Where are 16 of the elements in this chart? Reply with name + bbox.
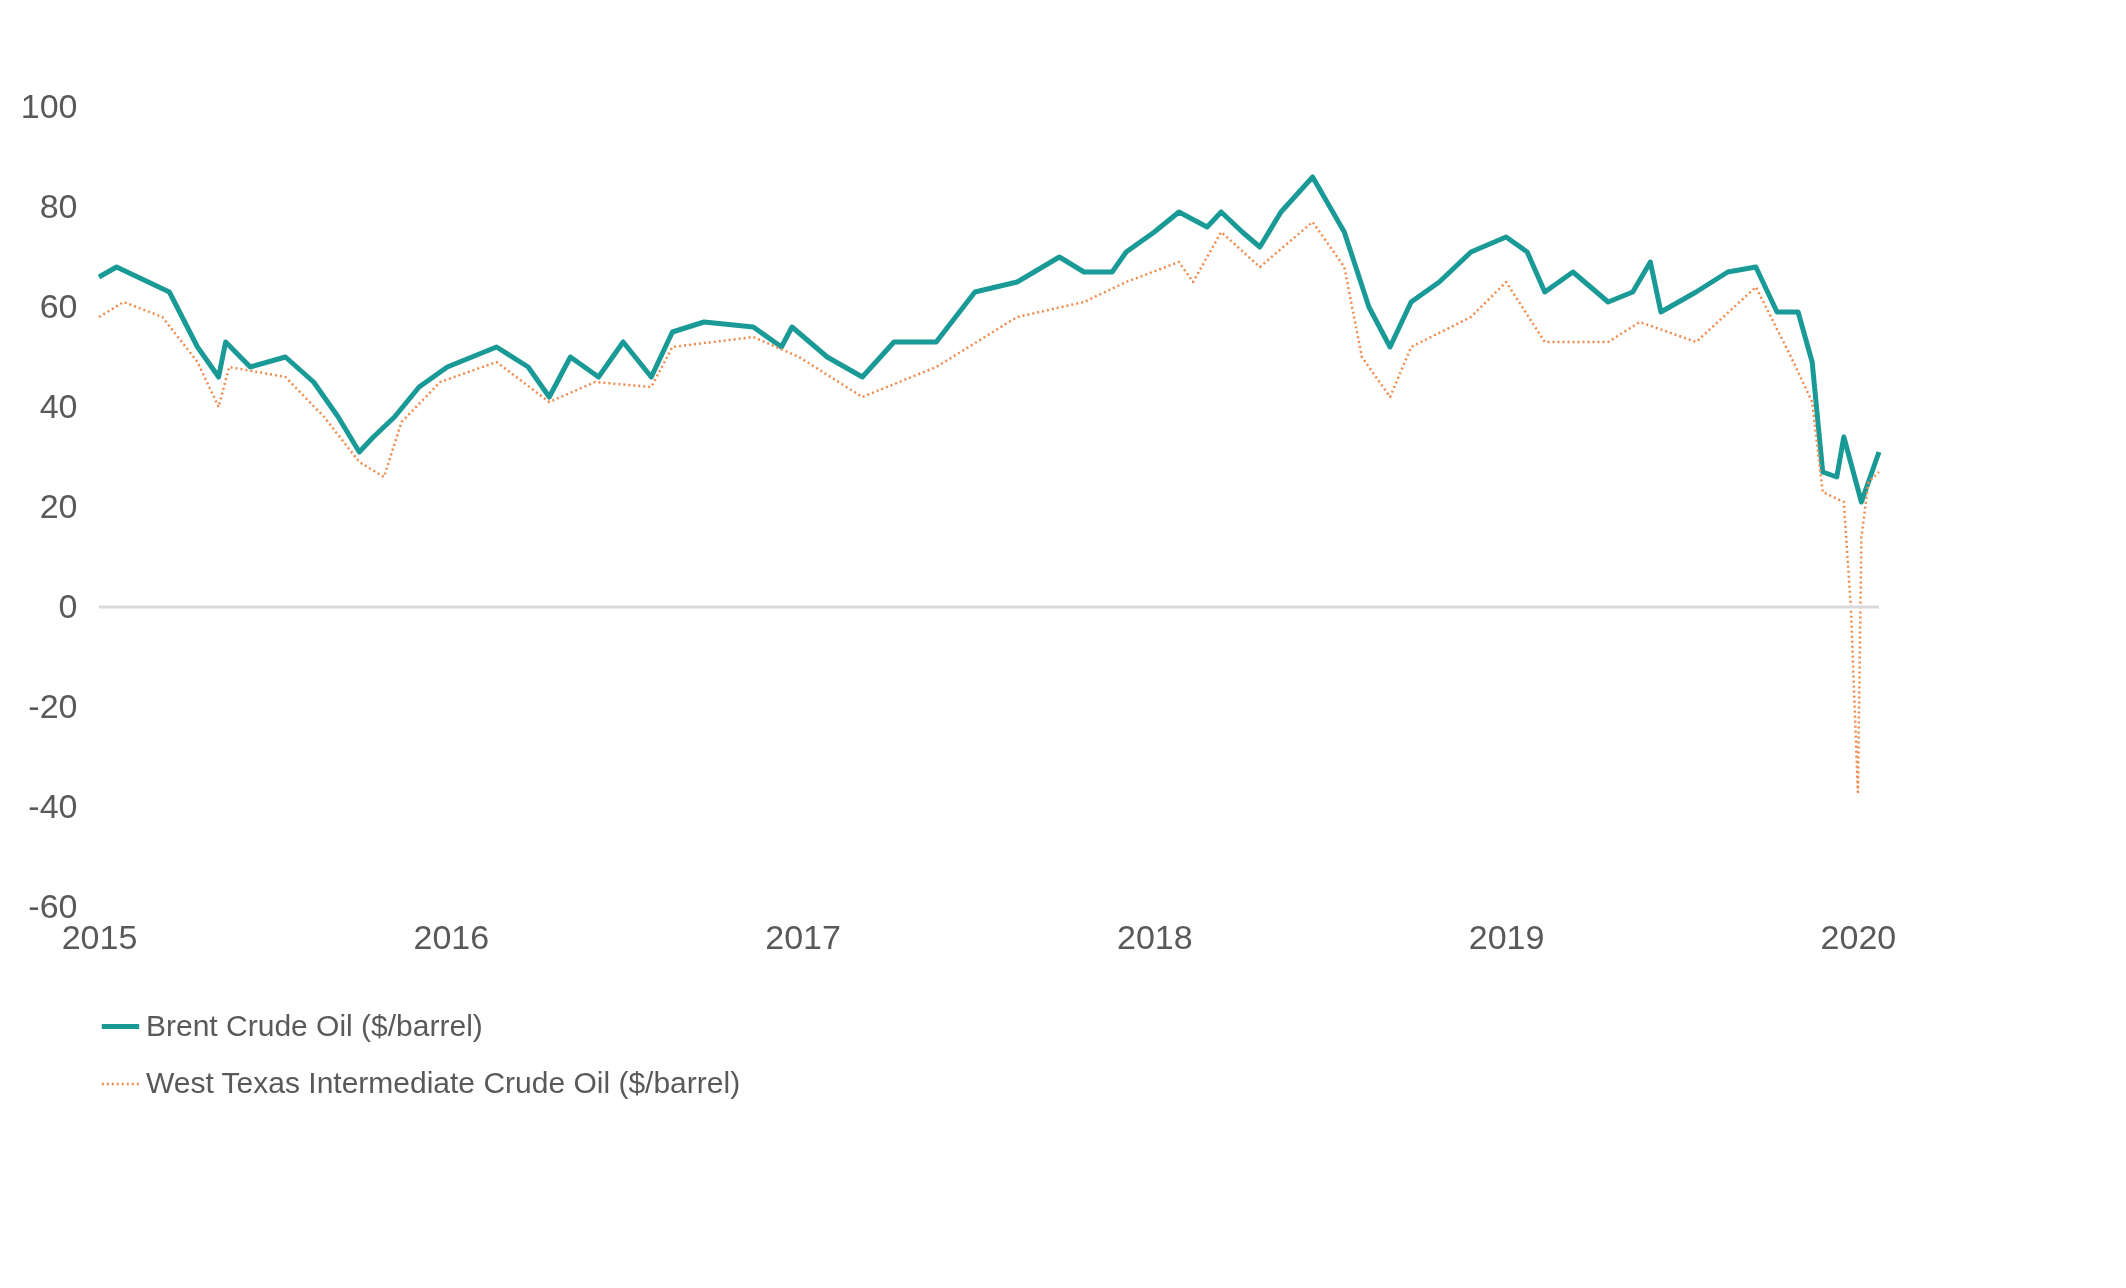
x-tick-label: 2017 [765, 917, 841, 956]
x-tick-label: 2019 [1468, 917, 1545, 956]
y-tick-label: 0 [58, 586, 78, 625]
x-tick-label: 2020 [1820, 917, 1897, 956]
x-tick-label: 2018 [1117, 917, 1193, 956]
legend-label: Brent Crude Oil ($/barrel) [146, 1008, 483, 1042]
y-tick-label: 60 [39, 286, 78, 325]
y-tick-label: -40 [28, 786, 78, 825]
y-tick-label: 20 [39, 486, 78, 525]
y-tick-label: -20 [28, 686, 78, 725]
line-series [97, 220, 1881, 794]
legend-label: West Texas Intermediate Crude Oil ($/barrel) [146, 1066, 741, 1099]
y-tick-label: 80 [39, 186, 78, 225]
y-tick-label: 100 [20, 86, 78, 125]
x-tick-label: 2016 [413, 917, 490, 956]
y-tick-label: 40 [39, 386, 78, 425]
